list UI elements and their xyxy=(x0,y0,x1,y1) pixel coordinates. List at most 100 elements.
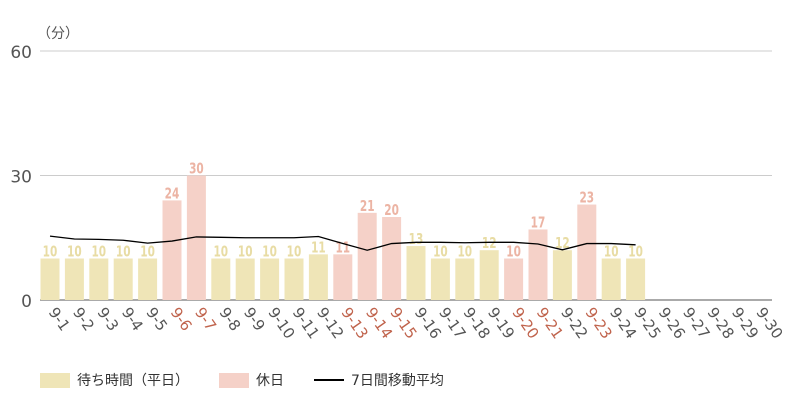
legend-swatch-holiday xyxy=(219,372,249,388)
legend-label-weekday: 待ち時間（平日） xyxy=(77,373,189,389)
bar-value-label-9-6: 24 xyxy=(165,186,180,203)
moving-average-series xyxy=(49,235,636,251)
x-tick-label-9-23: 9-23 xyxy=(582,304,616,342)
bar-9-17 xyxy=(430,258,450,300)
bar-value-label-9-4: 10 xyxy=(116,244,131,261)
x-tick-label-9-30: 9-30 xyxy=(752,304,786,342)
bar-value-label-9-25: 10 xyxy=(628,244,643,261)
legend-label-average: 7日間移動平均 xyxy=(351,373,444,389)
x-tick-label-9-2: 9-2 xyxy=(69,304,98,334)
x-tick-label-9-14: 9-14 xyxy=(362,304,396,342)
legend-item-holiday: 休日 xyxy=(219,370,284,390)
bar-9-7 xyxy=(186,175,206,300)
bar-9-1 xyxy=(40,258,60,300)
bar-9-20 xyxy=(504,258,524,300)
x-tick-label-9-17: 9-17 xyxy=(435,304,469,342)
x-tick-label-9-13: 9-13 xyxy=(338,304,372,342)
x-tick-label-9-25: 9-25 xyxy=(630,304,664,342)
y-tick-label-0: 0 xyxy=(21,292,32,312)
bar-value-label-9-23: 23 xyxy=(579,190,594,207)
bar-9-18 xyxy=(455,258,475,300)
bar-value-label-9-17: 10 xyxy=(433,244,448,261)
x-tick-label-9-27: 9-27 xyxy=(679,304,713,342)
x-tick-label-9-9: 9-9 xyxy=(240,304,269,334)
bar-value-label-9-14: 21 xyxy=(360,199,375,216)
bar-9-13 xyxy=(333,254,353,300)
x-tick-label-9-10: 9-10 xyxy=(264,304,298,342)
bar-9-22 xyxy=(552,250,572,300)
x-tick-label-9-20: 9-20 xyxy=(508,304,542,342)
bar-9-11 xyxy=(284,258,304,300)
bar-9-3 xyxy=(89,258,109,300)
bar-9-4 xyxy=(113,258,133,300)
bar-9-2 xyxy=(64,258,84,300)
bar-value-label-9-12: 11 xyxy=(311,240,326,257)
x-tick-label-9-21: 9-21 xyxy=(533,304,567,342)
y-tick-label-30: 30 xyxy=(10,168,32,188)
bar-value-label-9-18: 10 xyxy=(457,244,472,261)
x-tick-label-9-8: 9-8 xyxy=(216,304,245,334)
bar-value-label-9-8: 10 xyxy=(213,244,228,261)
bar-9-14 xyxy=(357,212,377,300)
bar-9-9 xyxy=(235,258,255,300)
bar-9-16 xyxy=(406,246,426,300)
bar-9-5 xyxy=(138,258,158,300)
bar-value-label-9-2: 10 xyxy=(67,244,82,261)
bar-value-label-9-1: 10 xyxy=(43,244,58,261)
legend-item-average: 7日間移動平均 xyxy=(314,370,444,390)
x-tick-label-9-29: 9-29 xyxy=(728,304,762,342)
x-axis-labels: 9-19-29-39-49-59-69-79-89-99-109-119-129… xyxy=(45,304,787,342)
bar-value-label-9-5: 10 xyxy=(140,244,155,261)
bar-9-19 xyxy=(479,250,499,300)
bar-value-label-9-24: 10 xyxy=(604,244,619,261)
bar-value-label-9-3: 10 xyxy=(91,244,106,261)
bar-9-21 xyxy=(528,229,548,300)
bar-value-label-9-16: 13 xyxy=(409,232,424,249)
bar-9-15 xyxy=(382,217,402,300)
x-tick-label-9-11: 9-11 xyxy=(289,304,323,342)
grid-lines xyxy=(40,50,772,301)
x-tick-label-9-5: 9-5 xyxy=(142,304,171,334)
bar-9-8 xyxy=(211,258,231,300)
x-tick-label-9-16: 9-16 xyxy=(411,304,445,342)
x-tick-label-9-7: 9-7 xyxy=(191,304,220,334)
legend-label-holiday: 休日 xyxy=(256,373,284,389)
x-tick-label-9-18: 9-18 xyxy=(460,304,494,342)
y-axis-labels: 0 30 60 xyxy=(10,43,32,312)
x-tick-label-9-26: 9-26 xyxy=(655,304,689,342)
bar-value-label-9-20: 10 xyxy=(506,244,521,261)
y-axis-unit-label: （分） xyxy=(37,26,79,42)
y-tick-label-60: 60 xyxy=(10,43,32,63)
x-tick-label-9-15: 9-15 xyxy=(386,304,420,342)
legend-swatch-average xyxy=(314,379,344,381)
moving-average-line xyxy=(49,235,636,251)
x-tick-label-9-19: 9-19 xyxy=(484,304,518,342)
x-tick-label-9-22: 9-22 xyxy=(557,304,591,342)
bar-value-label-9-11: 10 xyxy=(287,244,302,261)
x-tick-label-9-24: 9-24 xyxy=(606,304,640,342)
bar-value-label-9-15: 20 xyxy=(384,203,399,220)
x-tick-label-9-4: 9-4 xyxy=(118,304,147,334)
bar-9-12 xyxy=(308,254,328,300)
x-tick-label-9-3: 9-3 xyxy=(94,304,123,334)
bar-value-label-9-10: 10 xyxy=(262,244,277,261)
legend: 待ち時間（平日） 休日 7日間移動平均 xyxy=(40,366,474,394)
legend-swatch-weekday xyxy=(40,372,70,388)
bar-9-23 xyxy=(577,204,597,300)
x-tick-label-9-6: 9-6 xyxy=(167,304,196,334)
x-tick-label-9-1: 9-1 xyxy=(45,304,74,334)
bar-value-label-9-9: 10 xyxy=(238,244,253,261)
bar-9-6 xyxy=(162,200,182,300)
bar-value-label-9-21: 17 xyxy=(531,215,546,232)
x-tick-label-9-28: 9-28 xyxy=(704,304,738,342)
bar-9-10 xyxy=(260,258,280,300)
bar-value-label-9-7: 30 xyxy=(189,161,204,178)
x-tick-label-9-12: 9-12 xyxy=(313,304,347,342)
legend-item-weekday: 待ち時間（平日） xyxy=(40,370,189,390)
bar-value-label-9-19: 12 xyxy=(482,236,497,253)
bar-9-24 xyxy=(601,258,621,300)
bar-series xyxy=(40,175,646,300)
bar-9-25 xyxy=(626,258,646,300)
